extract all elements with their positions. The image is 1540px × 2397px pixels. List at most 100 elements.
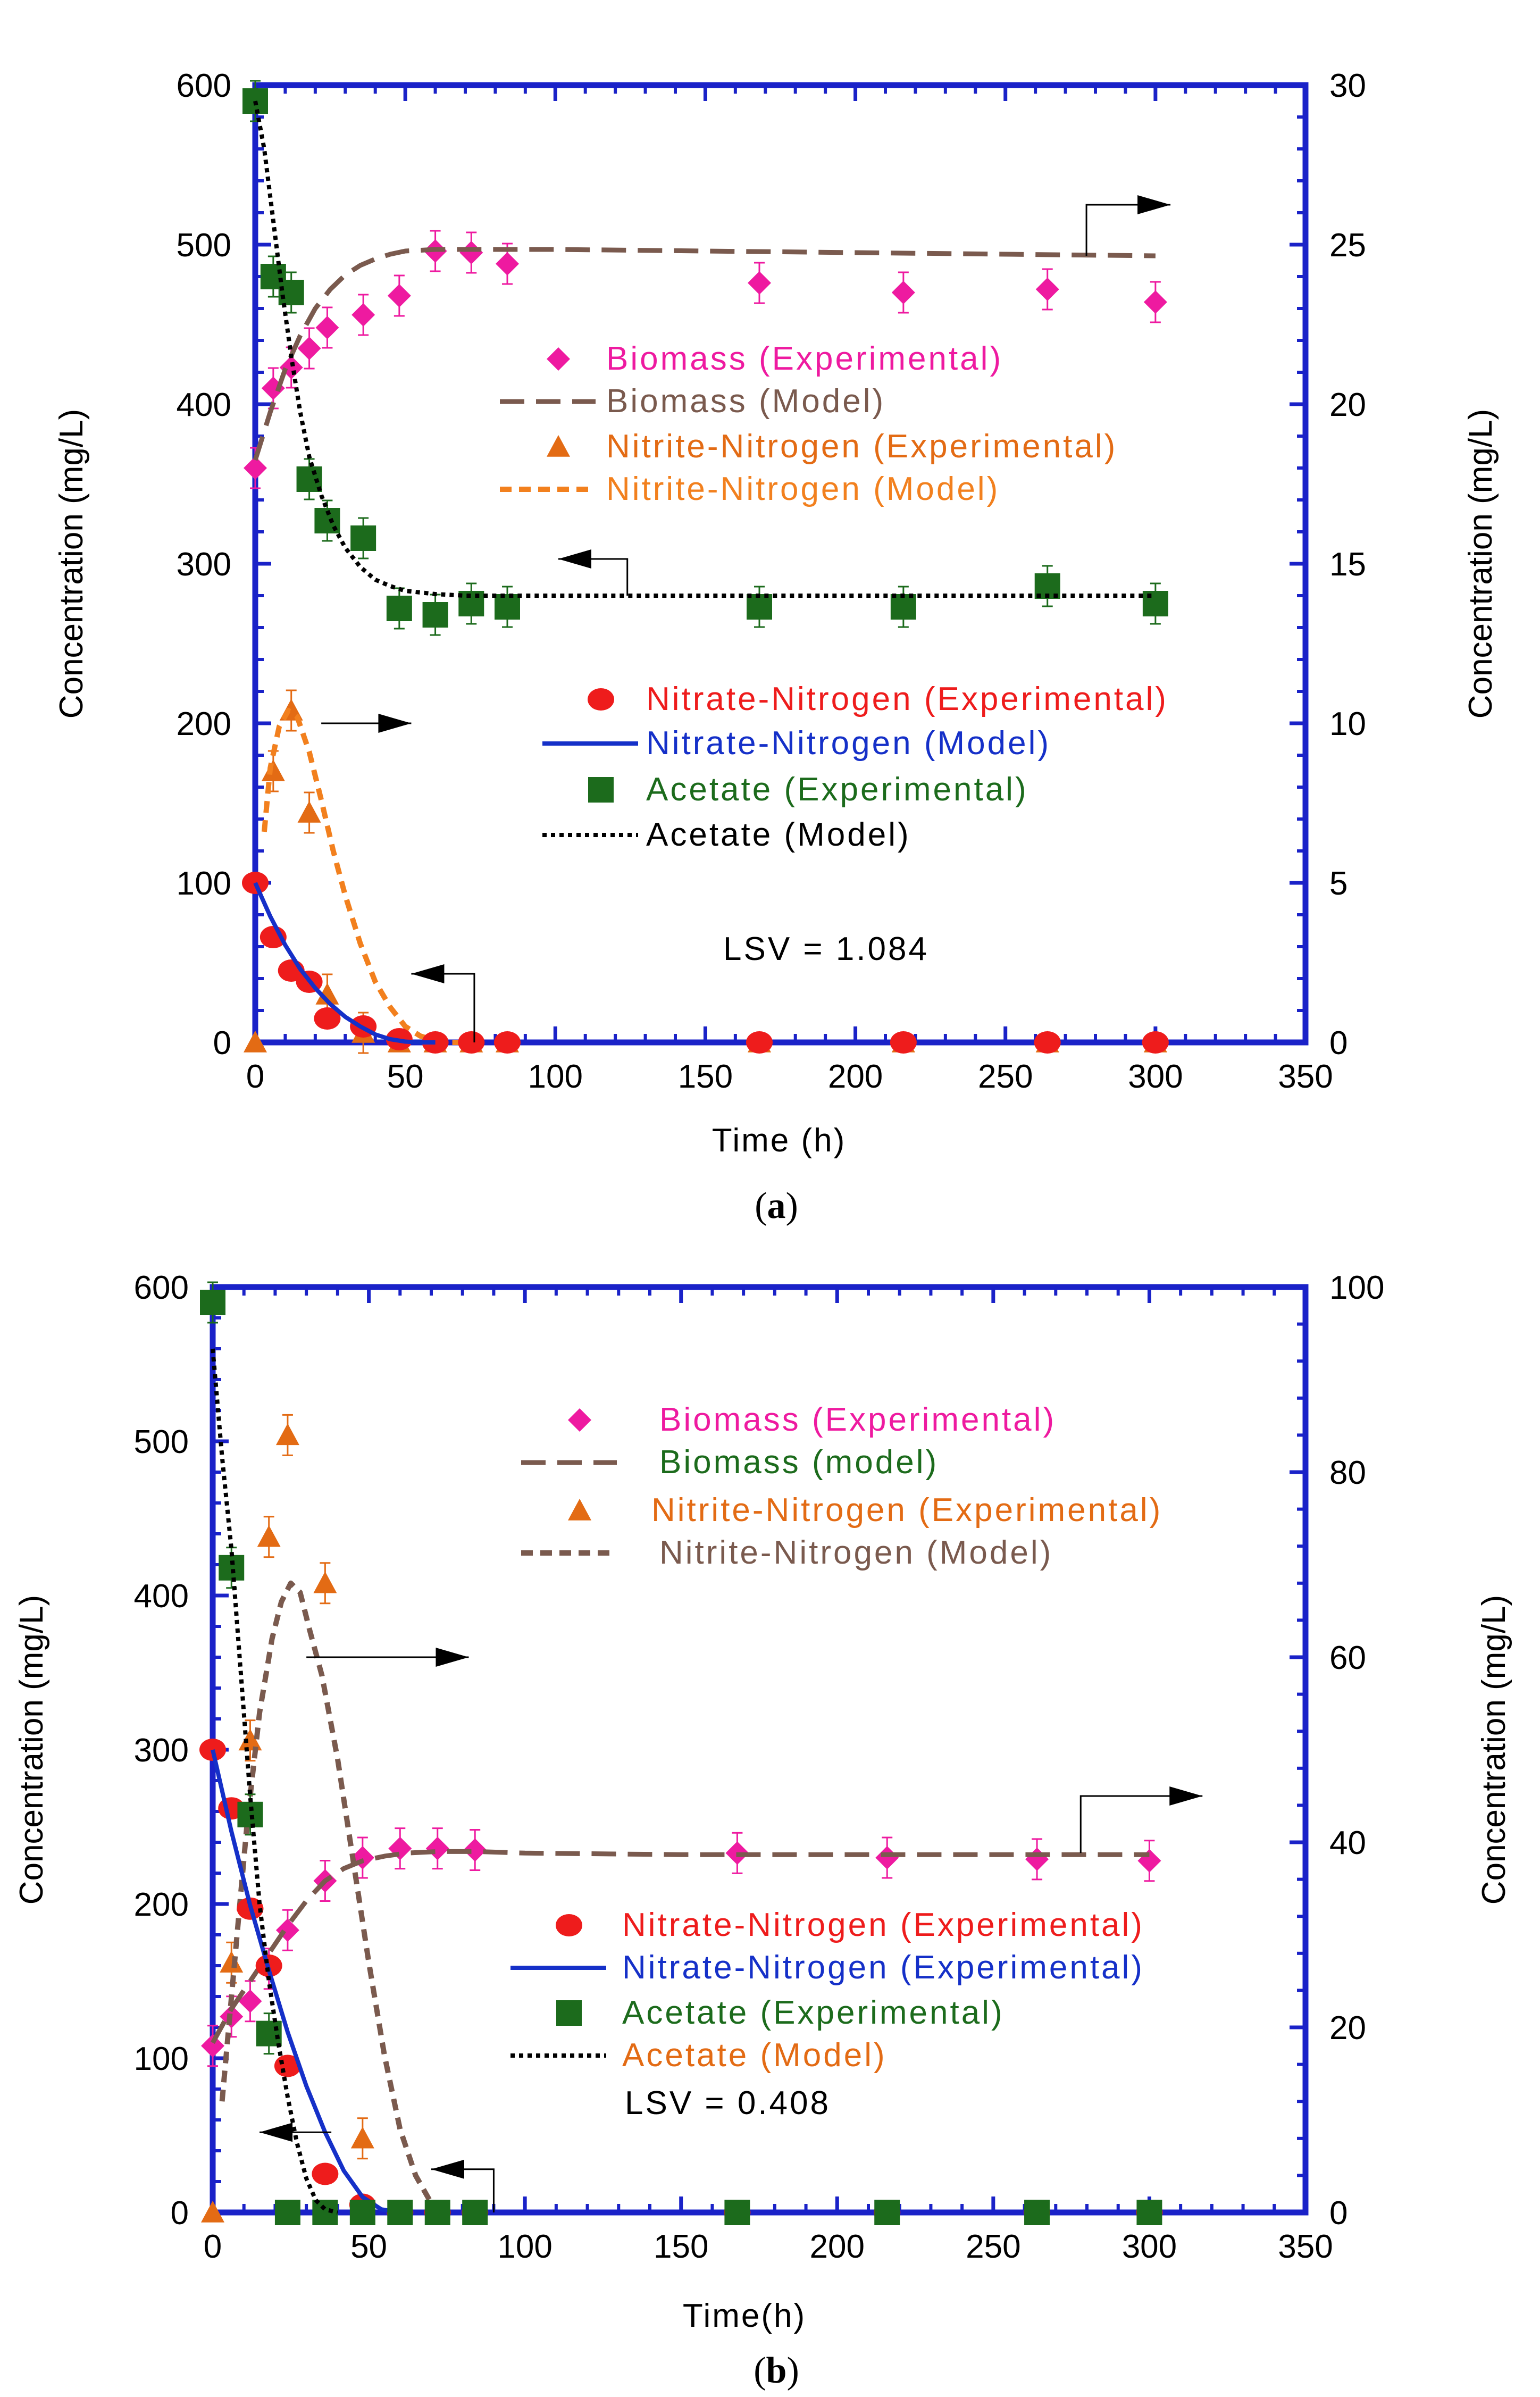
x-tick-label: 200 xyxy=(828,1058,883,1095)
x-tick-label: 350 xyxy=(1278,2228,1333,2265)
y-right-tick-label: 20 xyxy=(1329,2010,1366,2047)
y-left-tick-label: 500 xyxy=(134,1424,189,1460)
y-right-tick-label: 15 xyxy=(1329,546,1366,583)
legend-label: Biomass (Experimental) xyxy=(606,340,1003,377)
y-left-axis-label: Concentration (mg/L) xyxy=(13,1595,50,1905)
y-right-axis-label: Concentration (mg/L) xyxy=(1462,409,1499,719)
series-line-acetate_model xyxy=(211,1348,338,2215)
y-left-tick-label: 300 xyxy=(177,546,231,583)
data-point-acetate_exp xyxy=(1142,591,1168,616)
caption-close-paren: ) xyxy=(786,1185,798,1226)
legend-label: Nitrite-Nitrogen (Experimental) xyxy=(606,428,1117,465)
data-point-acetate_exp xyxy=(1136,2200,1162,2225)
data-point-biomass_exp xyxy=(425,1836,449,1860)
data-point-acetate_exp xyxy=(890,594,916,620)
legend-item-nitrate_exp: Nitrate-Nitrogen (Experimental) xyxy=(588,681,1168,717)
series-nitrate_model xyxy=(253,882,436,1045)
data-point-biomass_exp xyxy=(315,316,339,339)
legend-item-acetate_model: Acetate (Model) xyxy=(510,2037,885,2074)
y-right-tick-label: 10 xyxy=(1329,706,1366,742)
arrow-head xyxy=(431,2159,464,2179)
annotation-arrow xyxy=(411,973,475,1042)
legend-swatch-circle xyxy=(556,1914,582,1936)
plot-frame xyxy=(252,82,1309,1046)
y-right-tick-label: 25 xyxy=(1329,227,1366,264)
x-tick-label: 200 xyxy=(810,2228,865,2265)
data-point-biomass_exp xyxy=(1035,278,1059,301)
caption-open-paren: ( xyxy=(755,1185,767,1226)
legend-label: Acetate (Experimental) xyxy=(646,771,1028,808)
data-point-biomass_exp xyxy=(463,1838,487,1862)
x-tick-label: 300 xyxy=(1122,2228,1177,2265)
legend-item-nitrite_exp: Nitrite-Nitrogen (Experimental) xyxy=(547,428,1117,465)
legend-swatch-diamond xyxy=(547,347,570,371)
y-left-tick-label: 400 xyxy=(177,387,231,423)
legend-item-nitrite_exp: Nitrite-Nitrogen (Experimental) xyxy=(568,1492,1160,1529)
data-point-acetate_exp xyxy=(386,596,412,621)
y-left-axis-label: Concentration (mg/L) xyxy=(53,409,90,719)
legend-item-acetate_exp: Acetate (Experimental) xyxy=(588,771,1028,808)
data-point-acetate_exp xyxy=(312,2200,338,2225)
data-point-nitrate_exp xyxy=(314,1007,341,1030)
x-tick-label: 350 xyxy=(1278,1058,1333,1095)
data-point-nitrite_exp xyxy=(201,2201,224,2223)
data-point-nitrite_exp xyxy=(220,1951,244,1973)
x-tick-label: 100 xyxy=(497,2228,552,2265)
data-point-nitrate_exp xyxy=(890,1031,917,1054)
data-point-acetate_exp xyxy=(256,2020,282,2047)
x-tick-label: 100 xyxy=(528,1058,583,1095)
series-acetate_model xyxy=(211,1348,338,2215)
legend-label: Acetate (Model) xyxy=(646,816,911,853)
data-point-nitrite_exp xyxy=(313,1571,337,1593)
series-line-biomass_model xyxy=(211,1849,1150,2044)
y-right-tick-label: 80 xyxy=(1329,1455,1366,1491)
chart-panel-b: 0 50 100 150 200 250 300 3500100200300400500600… xyxy=(13,1270,1512,2391)
caption-close-paren: ) xyxy=(786,2350,799,2391)
y-right-tick-label: 0 xyxy=(1329,1025,1347,1062)
series-line-nitrate_model xyxy=(253,882,436,1045)
legend-item-biomass_model: Biomass (Model) xyxy=(500,383,885,420)
legend-swatch-square xyxy=(556,2000,582,2026)
series-biomass_model xyxy=(211,1849,1150,2044)
legend-label: Nitrite-Nitrogen (Model) xyxy=(659,1534,1053,1571)
y-left-tick-label: 300 xyxy=(134,1732,189,1769)
arrow-head xyxy=(558,549,591,569)
data-point-acetate_exp xyxy=(349,2200,375,2225)
x-tick-label: 150 xyxy=(678,1058,733,1095)
x-tick-label: 0 xyxy=(204,2228,222,2265)
data-point-nitrite_exp xyxy=(315,983,339,1005)
x-axis-label: Time(h) xyxy=(683,2298,806,2334)
legend-swatch-circle xyxy=(588,688,614,711)
series-line-nitrite_model_b xyxy=(219,1580,448,2215)
annotation-arrow xyxy=(1085,204,1171,256)
data-point-acetate_exp xyxy=(724,2200,750,2225)
legend-label: Nitrite-Nitrogen (Model) xyxy=(606,471,1000,507)
data-point-biomass_exp xyxy=(748,271,771,295)
y-left-tick-label: 200 xyxy=(134,1886,189,1923)
legend-item-biomass_exp: Biomass (Experimental) xyxy=(568,1401,1054,1438)
arrow-head xyxy=(260,2123,293,2142)
legend-label: Biomass (Model) xyxy=(606,383,885,420)
data-point-acetate_exp xyxy=(747,594,772,620)
legend-item-nitrite_model_b: Nitrite-Nitrogen (Model) xyxy=(521,1534,1053,1571)
series-acetate_model xyxy=(253,101,1156,598)
legend-item-nitrate_model: Nitrate-Nitrogen (Model) xyxy=(542,725,1049,762)
data-point-acetate_exp xyxy=(237,1801,263,1827)
y-right-tick-label: 60 xyxy=(1329,1640,1366,1676)
y-left-tick-label: 200 xyxy=(177,706,231,742)
data-point-biomass_exp xyxy=(244,456,267,480)
legend-item-acetate_model: Acetate (Model) xyxy=(542,816,911,853)
x-tick-label: 50 xyxy=(350,2228,387,2265)
lsv-annotation: LSV = 0.408 xyxy=(625,2085,831,2122)
series-nitrite_model_a xyxy=(261,708,472,1045)
data-point-biomass_exp xyxy=(387,284,411,307)
y-left-tick-label: 0 xyxy=(171,2195,189,2232)
legend-label: Nitrate-Nitrogen (Experimental) xyxy=(646,681,1168,717)
series-nitrate_exp xyxy=(242,872,1169,1054)
data-point-biomass_exp xyxy=(297,337,321,360)
data-point-acetate_exp xyxy=(462,2200,488,2225)
series-biomass_exp xyxy=(244,230,1167,489)
legend-swatch-triangle xyxy=(568,1499,591,1521)
legend-label: Acetate (Experimental) xyxy=(622,1994,1005,2031)
